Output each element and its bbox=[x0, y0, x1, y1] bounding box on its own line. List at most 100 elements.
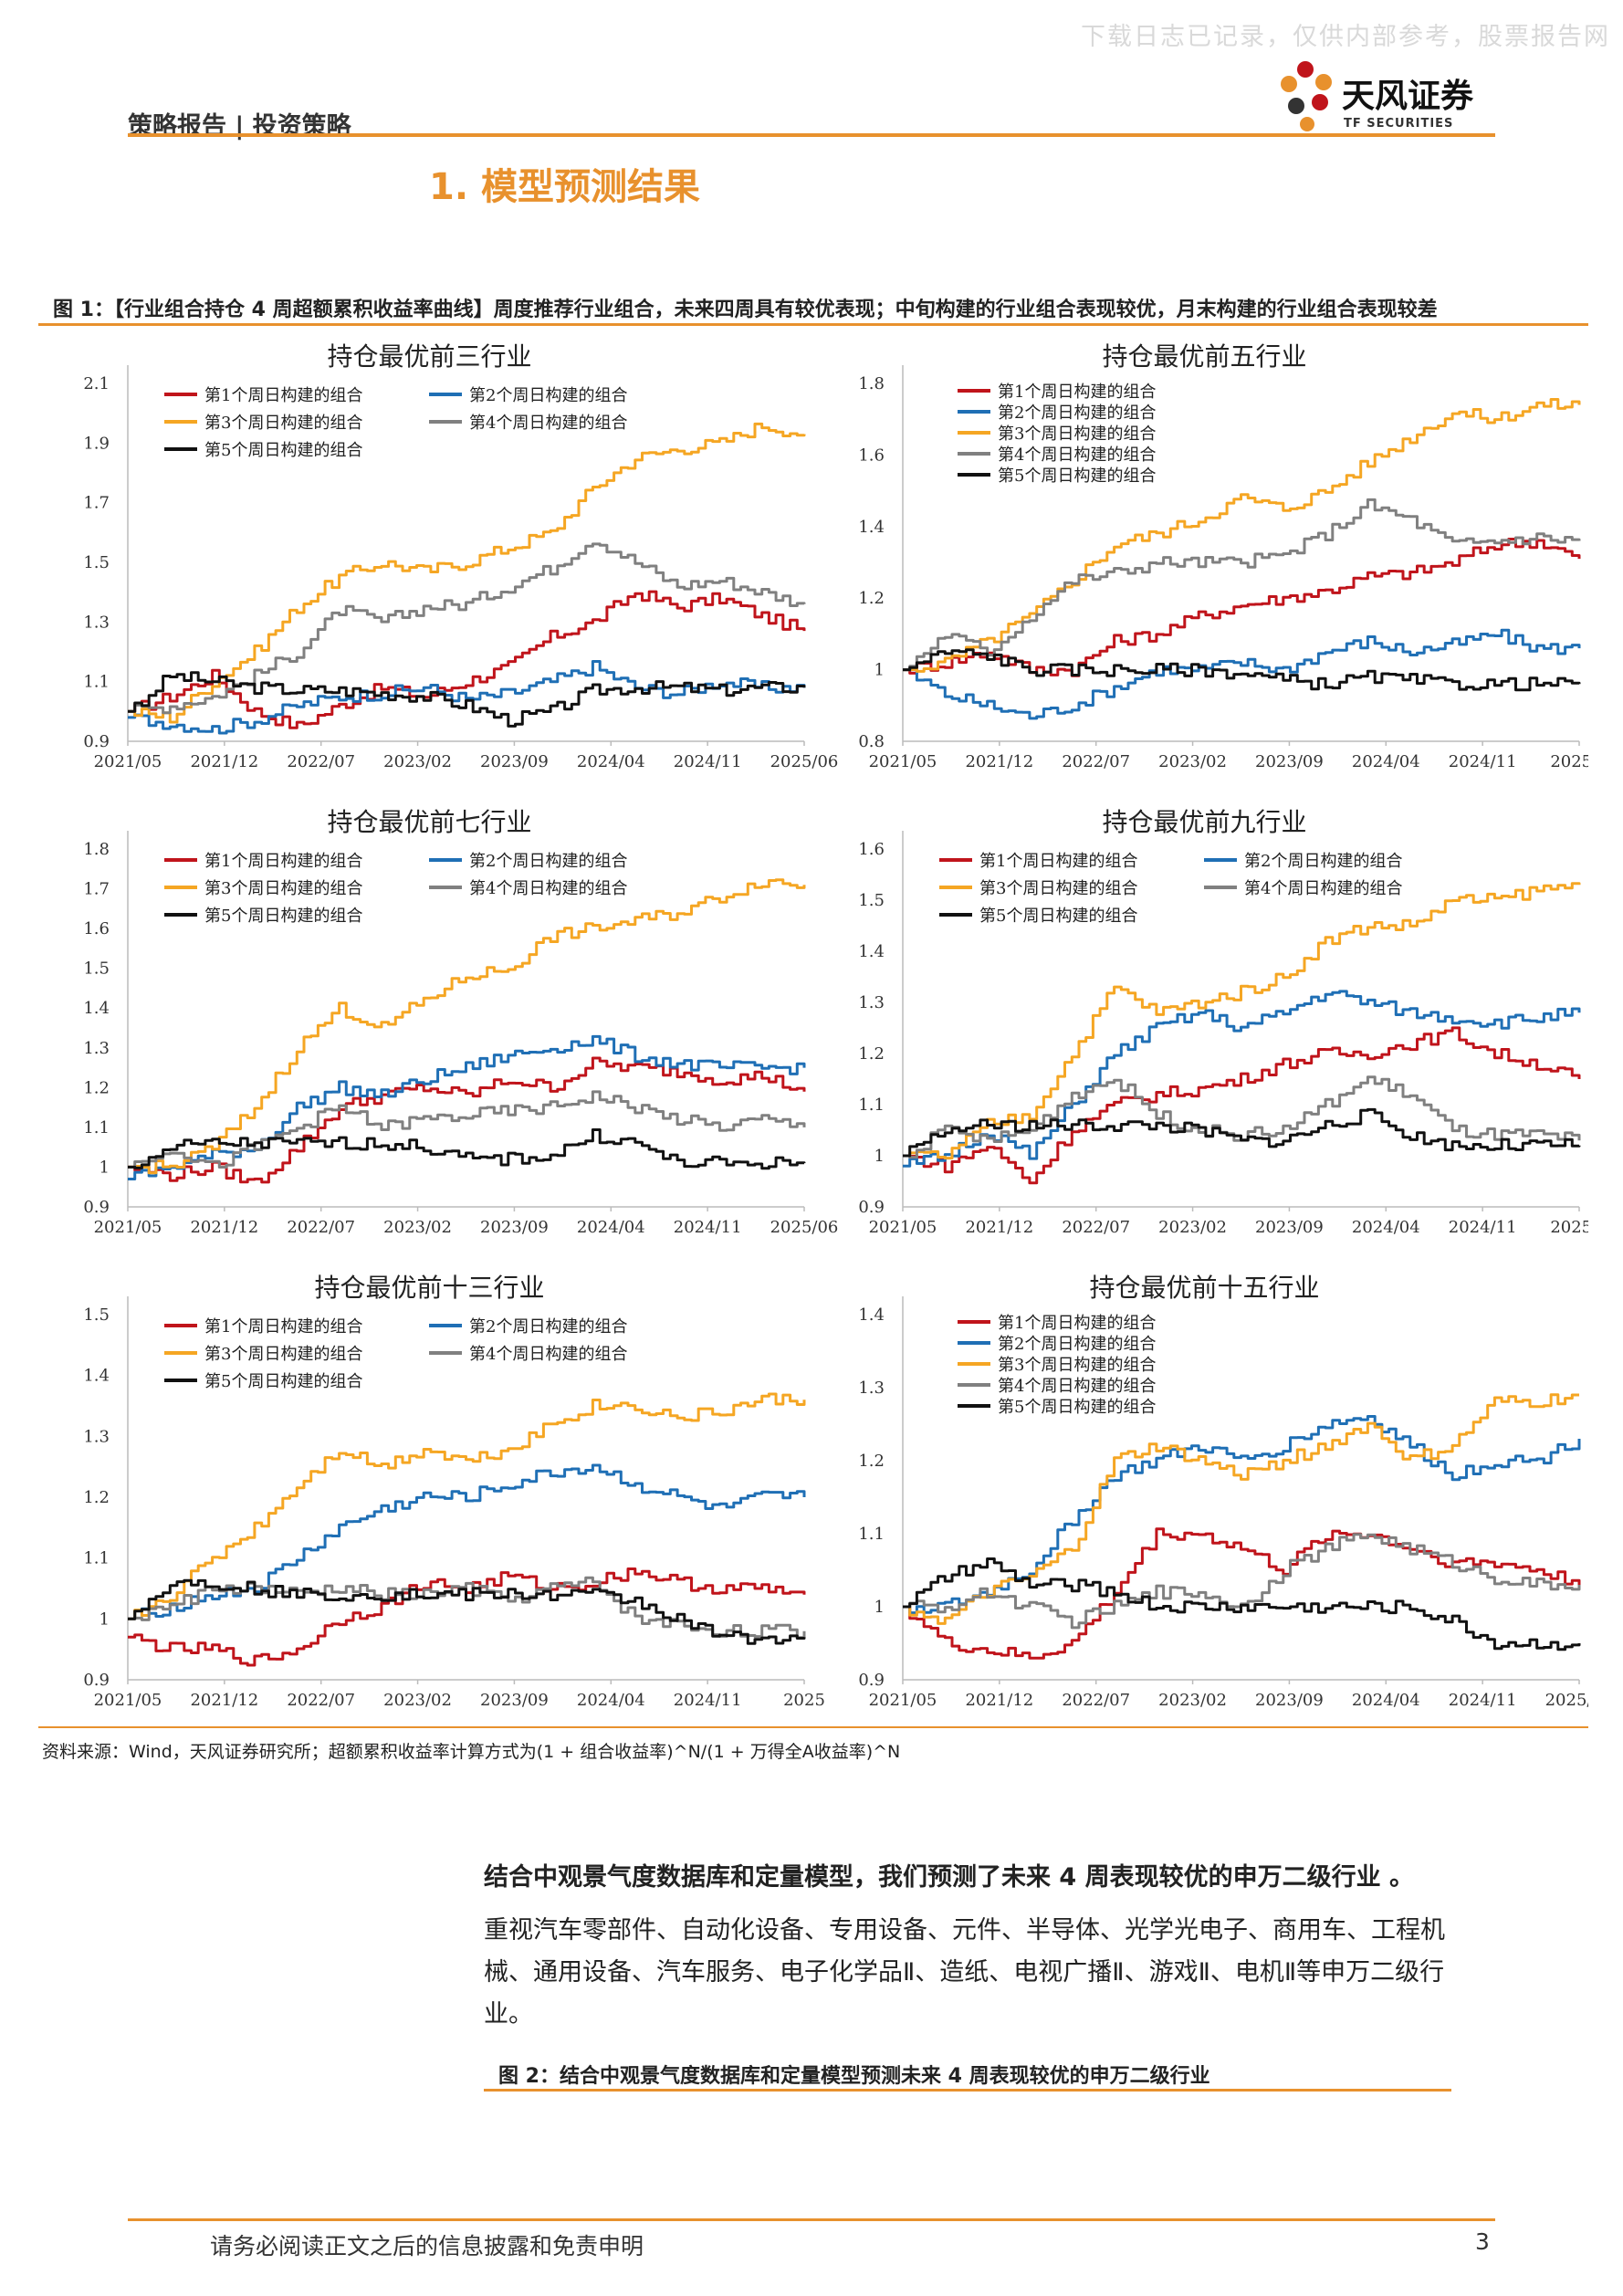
series-line-5 bbox=[903, 1557, 1581, 1651]
legend-label: 第5个周日构建的组合 bbox=[979, 907, 1137, 926]
y-tick-label: 1.1 bbox=[83, 1118, 110, 1138]
series-line-2 bbox=[903, 628, 1581, 720]
x-tick-label: 2021/05 bbox=[869, 1218, 937, 1237]
y-tick-label: 0.9 bbox=[858, 1198, 885, 1217]
series-line-3 bbox=[903, 398, 1581, 673]
series-line-2 bbox=[128, 660, 806, 735]
x-tick-label: 2024/04 bbox=[577, 752, 645, 771]
y-tick-label: 1.6 bbox=[858, 840, 885, 859]
series-line-4 bbox=[128, 1576, 806, 1640]
legend-label: 第3个周日构建的组合 bbox=[979, 879, 1137, 898]
series-line-5 bbox=[128, 1128, 806, 1170]
page-number: 3 bbox=[1475, 2228, 1490, 2255]
legend-label: 第2个周日构建的组合 bbox=[998, 1335, 1156, 1354]
x-tick-label: 2021/12 bbox=[965, 1218, 1033, 1237]
y-tick-label: 1.3 bbox=[858, 1379, 885, 1398]
legend-label: 第4个周日构建的组合 bbox=[469, 1345, 627, 1364]
legend-label: 第5个周日构建的组合 bbox=[204, 441, 362, 460]
y-tick-label: 2.1 bbox=[83, 374, 110, 393]
x-tick-label: 2021/05 bbox=[94, 1218, 162, 1237]
x-tick-label: 2023/02 bbox=[383, 752, 452, 771]
x-tick-label: 2023/09 bbox=[480, 1218, 549, 1237]
chart-legend: 第1个周日构建的组合第2个周日构建的组合第3个周日构建的组合第4个周日构建的组合… bbox=[958, 383, 1156, 486]
series-line-5 bbox=[128, 671, 806, 728]
legend-label: 第1个周日构建的组合 bbox=[998, 1314, 1156, 1333]
series-line-4 bbox=[128, 1090, 806, 1169]
y-tick-label: 0.9 bbox=[83, 1671, 110, 1690]
x-tick-label: 2022/07 bbox=[287, 752, 355, 771]
y-tick-label: 1.2 bbox=[83, 1488, 110, 1507]
y-tick-label: 1.5 bbox=[83, 959, 110, 979]
x-tick-label: 2021/05 bbox=[869, 752, 937, 771]
x-tick-label: 2024/04 bbox=[577, 1218, 645, 1237]
y-tick-label: 1.8 bbox=[858, 374, 885, 393]
y-tick-label: 1.4 bbox=[83, 999, 110, 1018]
y-tick-label: 1.3 bbox=[858, 993, 885, 1012]
y-tick-label: 1.7 bbox=[83, 494, 110, 513]
y-tick-label: 1 bbox=[874, 1147, 885, 1166]
x-tick-label: 2023/02 bbox=[383, 1691, 452, 1710]
y-tick-label: 1.5 bbox=[83, 553, 110, 572]
x-tick-label: 2025/06 bbox=[770, 1218, 839, 1237]
legend-label: 第2个周日构建的组合 bbox=[469, 386, 627, 405]
series-line-3 bbox=[128, 422, 806, 724]
x-tick-label: 2025/0 bbox=[1550, 752, 1588, 771]
legend-label: 第4个周日构建的组合 bbox=[998, 1377, 1156, 1396]
y-tick-label: 1.2 bbox=[858, 589, 885, 608]
figure-1-charts: 持仓最优前三行业 0.9 1.1 1.3 1.5 1.7 1.9 2.1 2021/05 2021… bbox=[83, 341, 1588, 1710]
chart-panel-5: 持仓最优前十三行业 0.9 1 1.1 1.2 1.3 1.4 1.5 2021/05 2021/… bbox=[83, 1273, 825, 1710]
legend-label: 第3个周日构建的组合 bbox=[998, 1356, 1156, 1375]
x-tick-label: 2021/05 bbox=[869, 1691, 937, 1710]
figure-2-title: 图 2：结合中观景气度数据库和定量模型预测未来 4 周表现较优的申万二级行业 bbox=[498, 2065, 1210, 2088]
x-tick-label: 2023/02 bbox=[1158, 1218, 1227, 1237]
x-tick-label: 2023/09 bbox=[1255, 1691, 1324, 1710]
chart-title: 持仓最优前七行业 bbox=[327, 807, 531, 837]
y-tick-label: 1.4 bbox=[858, 942, 885, 961]
y-tick-label: 1 bbox=[874, 661, 885, 680]
logo-text: 天风证券 bbox=[1342, 78, 1474, 115]
section-heading: 1. 模型预测结果 bbox=[429, 166, 700, 208]
x-tick-label: 2022/07 bbox=[1062, 752, 1130, 771]
series-line-5 bbox=[903, 648, 1581, 692]
x-tick-label: 2024/11 bbox=[674, 752, 742, 771]
y-tick-label: 1.1 bbox=[858, 1096, 885, 1115]
industry-list-paragraph: 重视汽车零部件、自动化设备、专用设备、元件、半导体、光学光电子、商用车、工程机械… bbox=[484, 1916, 1445, 2029]
x-tick-label: 2023/09 bbox=[480, 752, 549, 771]
series-line-2 bbox=[903, 1415, 1581, 1615]
chart-legend: 第1个周日构建的组合第2个周日构建的组合第3个周日构建的组合第4个周日构建的组合… bbox=[164, 386, 627, 460]
legend-label: 第1个周日构建的组合 bbox=[204, 852, 362, 871]
y-tick-label: 1.1 bbox=[858, 1525, 885, 1544]
logo-subtext: TF SECURITIES bbox=[1344, 117, 1454, 131]
x-tick-label: 2022/07 bbox=[1062, 1218, 1130, 1237]
x-tick-label: 2024/04 bbox=[1352, 1691, 1420, 1710]
legend-label: 第1个周日构建的组合 bbox=[998, 383, 1156, 402]
x-tick-label: 2024/11 bbox=[674, 1218, 742, 1237]
x-tick-label: 2024/11 bbox=[674, 1691, 742, 1710]
legend-label: 第3个周日构建的组合 bbox=[204, 879, 362, 898]
x-tick-label: 2021/12 bbox=[965, 1691, 1033, 1710]
x-tick-label: 2024/04 bbox=[1352, 1218, 1420, 1237]
legend-label: 第3个周日构建的组合 bbox=[204, 414, 362, 433]
y-tick-label: 1.4 bbox=[858, 1305, 885, 1325]
y-tick-label: 1.5 bbox=[83, 1305, 110, 1325]
y-tick-label: 1 bbox=[874, 1598, 885, 1617]
y-tick-label: 0.9 bbox=[83, 1198, 110, 1217]
summary-paragraph: 结合中观景气度数据库和定量模型，我们预测了未来 4 周表现较优的申万二级行业 。 bbox=[484, 1863, 1414, 1892]
x-tick-label: 2021/12 bbox=[190, 1691, 258, 1710]
legend-label: 第4个周日构建的组合 bbox=[469, 879, 627, 898]
x-tick-label: 2021/05 bbox=[94, 752, 162, 771]
chart-title: 持仓最优前十五行业 bbox=[1089, 1273, 1319, 1303]
y-tick-label: 1.3 bbox=[83, 1039, 110, 1058]
y-tick-label: 1.2 bbox=[858, 1452, 885, 1471]
figure-2-rule bbox=[484, 2089, 1451, 2092]
x-tick-label: 2023/02 bbox=[383, 1218, 452, 1237]
chart-title: 持仓最优前九行业 bbox=[1102, 807, 1306, 837]
legend-label: 第5个周日构建的组合 bbox=[204, 1372, 362, 1391]
figure-1-source-note: 资料来源：Wind，天风证券研究所；超额累积收益率计算方式为(1 + 组合收益率… bbox=[42, 1742, 901, 1762]
x-tick-label: 2022/07 bbox=[1062, 1691, 1130, 1710]
x-tick-label: 2023/02 bbox=[1158, 752, 1227, 771]
y-tick-label: 1.3 bbox=[83, 1427, 110, 1446]
chart-title: 持仓最优前十三行业 bbox=[314, 1273, 544, 1303]
legend-label: 第1个周日构建的组合 bbox=[979, 852, 1137, 871]
legend-label: 第1个周日构建的组合 bbox=[204, 1317, 362, 1337]
